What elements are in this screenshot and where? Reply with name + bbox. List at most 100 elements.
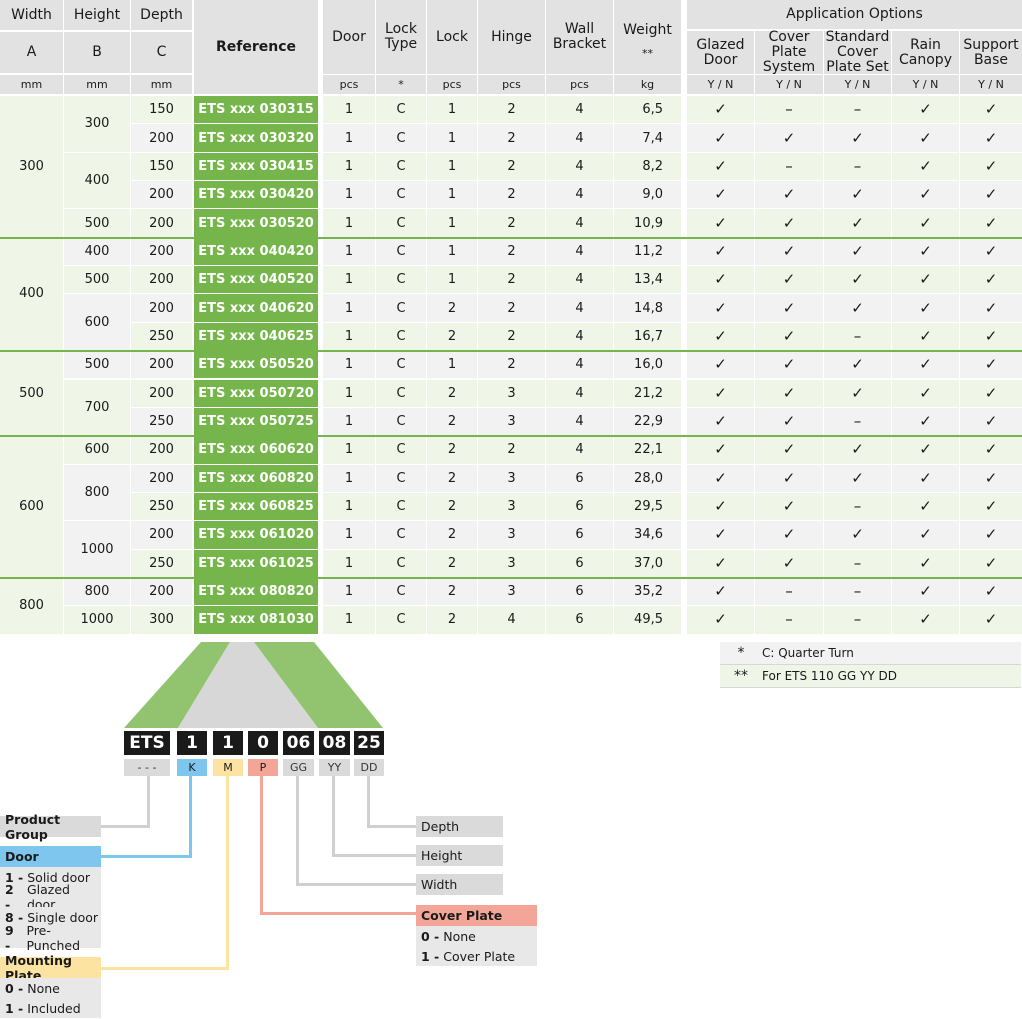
depth-cell: 250: [131, 492, 192, 521]
option-cell: ✓: [892, 209, 959, 237]
reference-cell: ETS xxx 060820: [194, 464, 318, 492]
width-cell: 300: [0, 96, 63, 237]
door-cell: 1: [323, 237, 375, 266]
option-cell: ✓: [755, 124, 823, 152]
weight-cell: 34,6: [614, 521, 681, 549]
reference-cell: ETS xxx 040625: [194, 322, 318, 351]
option-cell: ✓: [755, 407, 823, 436]
depth-cell: 300: [131, 606, 192, 634]
option-cell: ✓: [824, 237, 891, 266]
lock-cell: 2: [427, 436, 477, 464]
door-cell: 1: [323, 322, 375, 351]
option-header-unit-1: Y / N: [755, 75, 823, 94]
option-cell: –: [755, 577, 823, 606]
lock-type-cell: C: [376, 209, 426, 237]
door-cell: 1: [323, 96, 375, 124]
lock-type-cell: C: [376, 521, 426, 549]
door-header-unit: pcs: [323, 75, 375, 94]
depth-cell: 200: [131, 351, 192, 379]
option-cell: ✓: [755, 464, 823, 492]
lock-cell: 1: [427, 351, 477, 379]
option-cell: ✓: [892, 606, 959, 634]
depth-header-unit: mm: [131, 75, 192, 94]
weight-cell: 6,5: [614, 96, 681, 124]
door-cell: 1: [323, 521, 375, 549]
application-options-header: Application Options: [687, 0, 1022, 29]
lock-type-cell: C: [376, 492, 426, 521]
code-segment-tag: YY: [319, 759, 350, 776]
reference-cell: ETS xxx 030420: [194, 181, 318, 209]
hinge-cell: 2: [478, 351, 545, 379]
depth-cell: 150: [131, 152, 192, 181]
lock-type-cell: C: [376, 181, 426, 209]
reference-header: Reference: [194, 0, 318, 94]
door-cell: 1: [323, 379, 375, 407]
option-cell: ✓: [755, 181, 823, 209]
option-cell: ✓: [755, 379, 823, 407]
wall-bracket-cell: 4: [546, 209, 613, 237]
connector-door: [189, 776, 192, 858]
reference-cell: ETS xxx 040520: [194, 266, 318, 294]
option-cell: ✓: [687, 152, 754, 181]
footnote-symbol: **: [734, 668, 748, 684]
lock-cell: 2: [427, 492, 477, 521]
code-segment: 1: [177, 731, 207, 755]
connector-product-group: [147, 776, 150, 828]
reference-cell: ETS xxx 060620: [194, 436, 318, 464]
door-cell: 1: [323, 124, 375, 152]
connector-depth-h: [367, 825, 417, 828]
depth-cell: 200: [131, 521, 192, 549]
legend-door-title: Door: [0, 846, 101, 867]
lock-cell: 2: [427, 549, 477, 577]
code-segment: 08: [319, 731, 350, 755]
wall-bracket-cell: 4: [546, 181, 613, 209]
reference-cell: ETS xxx 061025: [194, 549, 318, 577]
option-cell: ✓: [892, 152, 959, 181]
reference-cell: ETS xxx 081030: [194, 606, 318, 634]
option-cell: ✓: [960, 464, 1022, 492]
option-cell: –: [755, 152, 823, 181]
depth-cell: 150: [131, 96, 192, 124]
wall-bracket-cell: 6: [546, 464, 613, 492]
code-segment: ETS: [124, 731, 170, 755]
depth-cell: 250: [131, 322, 192, 351]
option-cell: ✓: [960, 549, 1022, 577]
door-cell: 1: [323, 181, 375, 209]
option-cell: ✓: [960, 209, 1022, 237]
option-cell: –: [824, 492, 891, 521]
weight-header-unit: kg: [614, 75, 681, 94]
option-cell: ✓: [960, 379, 1022, 407]
height-cell: 800: [64, 577, 130, 606]
weight-cell: 22,9: [614, 407, 681, 436]
option-cell: ✓: [960, 492, 1022, 521]
option-header-unit-3: Y / N: [892, 75, 959, 94]
reference-cell: ETS xxx 050520: [194, 351, 318, 379]
option-cell: ✓: [892, 436, 959, 464]
lock-cell: 2: [427, 322, 477, 351]
connector-mounting: [226, 776, 229, 970]
option-cell: ✓: [687, 464, 754, 492]
lock-type-cell: C: [376, 96, 426, 124]
width-header: Width: [0, 0, 63, 30]
lock-cell: 2: [427, 521, 477, 549]
lock-type-cell: C: [376, 237, 426, 266]
option-cell: –: [824, 549, 891, 577]
hinge-cell: 3: [478, 379, 545, 407]
door-cell: 1: [323, 407, 375, 436]
lock-type-cell: C: [376, 379, 426, 407]
lock-type-cell: C: [376, 152, 426, 181]
legend-mounting-plate-option: 0 - None: [0, 978, 101, 998]
width-header-unit: mm: [0, 75, 63, 94]
wall-bracket-cell: 4: [546, 351, 613, 379]
option-cell: ✓: [960, 294, 1022, 322]
legend-cover-plate-option: 0 - None: [416, 926, 537, 946]
option-cell: –: [755, 96, 823, 124]
legend-cover-plate-option: 1 - Cover Plate: [416, 946, 537, 966]
option-cell: ✓: [892, 549, 959, 577]
option-cell: ✓: [824, 351, 891, 379]
lock-header: Lock: [427, 0, 477, 74]
door-header: Door: [323, 0, 375, 74]
weight-header-label: Weight: [623, 22, 672, 38]
option-cell: ✓: [960, 322, 1022, 351]
weight-cell: 22,1: [614, 436, 681, 464]
